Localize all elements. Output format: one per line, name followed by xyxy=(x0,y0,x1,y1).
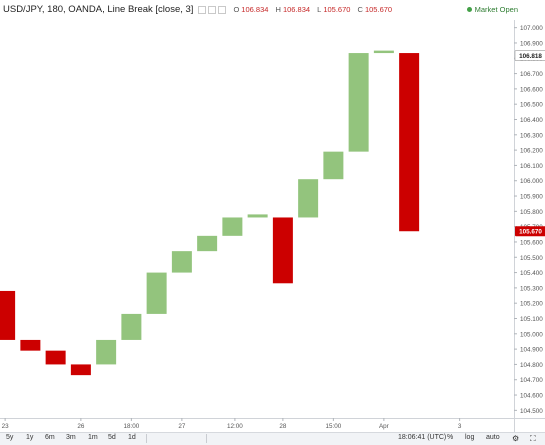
x-tick-label: 3 xyxy=(458,423,462,430)
y-tick-label: 105.300 xyxy=(520,285,543,292)
ohlc-high-value: 106.834 xyxy=(282,5,311,14)
range-3m-button[interactable]: 3m xyxy=(66,434,76,441)
line-break-brick xyxy=(0,290,16,340)
y-tick-label: 106.700 xyxy=(520,71,543,78)
line-break-brick xyxy=(399,53,420,232)
y-tick-label: 104.800 xyxy=(520,362,543,369)
market-status-dot-icon xyxy=(466,7,472,12)
x-tick-label: 26 xyxy=(77,423,85,430)
y-tick-label: 105.400 xyxy=(520,270,543,277)
x-tick-label: 28 xyxy=(279,423,287,430)
log-scale-toggle[interactable]: log xyxy=(465,434,475,441)
range-1y-button[interactable]: 1y xyxy=(26,434,34,441)
x-tick-label: Apr xyxy=(379,423,389,430)
line-break-brick xyxy=(272,217,293,284)
line-break-brick xyxy=(70,364,91,376)
y-tick-label: 106.900 xyxy=(520,40,543,47)
y-tick-label: 104.500 xyxy=(520,408,543,415)
percent-scale-toggle[interactable]: % xyxy=(447,434,454,441)
line-break-brick xyxy=(222,217,243,236)
y-tick-label: 105.800 xyxy=(520,209,543,216)
line-break-brick xyxy=(146,272,167,314)
fullscreen-icon[interactable]: ⛶ xyxy=(530,434,536,443)
line-break-brick xyxy=(20,339,41,351)
y-tick-label: 105.200 xyxy=(520,301,543,308)
ohlc-low-value: 105.670 xyxy=(323,5,351,14)
auto-scale-toggle[interactable]: auto xyxy=(486,434,500,441)
ohlc-open-value: 106.834 xyxy=(241,5,269,14)
toolbar-divider xyxy=(206,434,207,443)
x-tick-label: 23 xyxy=(2,423,10,430)
y-tick-label: 106.400 xyxy=(520,117,543,124)
market-status-text: Market Open xyxy=(474,5,518,14)
last-bar-price-label-bg xyxy=(514,50,545,61)
y-tick-label: 105.600 xyxy=(520,239,543,246)
remove-icon[interactable] xyxy=(218,5,227,14)
current-price-label: 105.670 xyxy=(519,229,542,236)
y-tick-label: 105.900 xyxy=(520,194,543,201)
y-tick-label: 104.700 xyxy=(520,377,543,384)
range-5d-button[interactable]: 5d xyxy=(108,434,116,441)
y-tick-label: 105.500 xyxy=(520,255,543,262)
line-break-brick xyxy=(247,214,268,218)
line-break-brick xyxy=(121,313,142,340)
range-5y-button[interactable]: 5y xyxy=(6,434,14,441)
bottom-toolbar: 5y 1y 6m 3m 1m 5d 1d 18:06:41 (UTC) % lo… xyxy=(0,432,545,445)
x-tick-label: 12:00 xyxy=(227,423,243,430)
y-tick-label: 105.000 xyxy=(520,331,543,338)
line-break-brick xyxy=(298,179,319,218)
ohlc-open-label: O xyxy=(233,5,240,14)
hide-toggle-icon[interactable] xyxy=(198,5,207,14)
ohlc-close-value: 105.670 xyxy=(364,5,393,14)
line-break-brick xyxy=(197,235,218,252)
y-tick-label: 106.600 xyxy=(520,86,543,93)
y-tick-label: 105.100 xyxy=(520,316,543,323)
chart-title: USD/JPY, 180, OANDA, Line Break [close, … xyxy=(3,4,194,15)
ohlc-readout: O 106.834 H 106.834 L 105.670 C 105.670 xyxy=(233,5,397,14)
y-tick-label: 104.900 xyxy=(520,347,543,354)
line-break-brick xyxy=(171,251,192,273)
line-break-brick xyxy=(96,339,117,365)
y-tick-label: 106.200 xyxy=(520,148,543,155)
y-tick-label: 104.600 xyxy=(520,393,543,400)
range-1d-button[interactable]: 1d xyxy=(128,434,136,441)
y-tick-label: 106.300 xyxy=(520,132,543,139)
current-price-label-bg xyxy=(515,226,545,237)
ohlc-high-label: H xyxy=(275,5,281,14)
y-tick-label: 106.100 xyxy=(520,163,543,170)
y-tick-label: 106.500 xyxy=(520,102,543,109)
last-bar-price-label: 106.818 xyxy=(519,53,542,60)
utc-clock[interactable]: 18:06:41 (UTC) xyxy=(398,434,447,441)
range-6m-button[interactable]: 6m xyxy=(45,434,55,441)
line-break-brick xyxy=(45,350,66,365)
ohlc-close-label: C xyxy=(357,5,363,14)
line-break-brick xyxy=(348,53,369,152)
x-tick-label: 27 xyxy=(178,423,186,430)
x-tick-label: 18:00 xyxy=(123,423,139,430)
line-break-brick xyxy=(373,50,394,54)
settings-gear-icon[interactable]: ⚙ xyxy=(512,434,520,443)
range-1m-button[interactable]: 1m xyxy=(88,434,98,441)
ohlc-low-label: L xyxy=(317,5,322,14)
market-status: Market Open xyxy=(466,5,518,14)
line-break-brick xyxy=(323,151,344,180)
x-tick-label: 15:00 xyxy=(325,423,341,430)
chart-header: USD/JPY, 180, OANDA, Line Break [close, … xyxy=(0,0,545,20)
toolbar-divider xyxy=(146,434,147,443)
y-tick-label: 106.000 xyxy=(520,178,543,185)
y-tick-label: 107.000 xyxy=(520,25,543,32)
settings-icon[interactable] xyxy=(208,5,217,14)
